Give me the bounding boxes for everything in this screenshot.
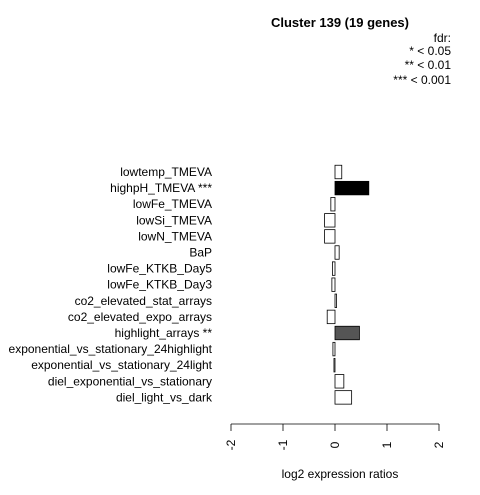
legend-entry-1: * < 0.05 xyxy=(409,44,451,58)
x-tick-label-3: 0 xyxy=(328,441,342,448)
category-labels: lowtemp_TMEVA highpH_TMEVA *** lowFe_TMEVA… xyxy=(9,165,213,404)
category-label-12: exponential_vs_stationary_24highlight xyxy=(9,342,213,356)
x-tick-label-4: 1 xyxy=(380,441,394,448)
x-tick-label-2: -1 xyxy=(276,439,290,450)
legend-entry-3: *** < 0.001 xyxy=(393,73,451,87)
chart-title: Cluster 139 (19 genes) xyxy=(271,15,409,30)
category-label-13: exponential_vs_stationary_24light xyxy=(31,358,212,372)
category-label-2: highpH_TMEVA *** xyxy=(110,181,212,195)
bar-15 xyxy=(334,390,353,405)
bar-14 xyxy=(334,374,345,389)
category-label-9: co2_elevated_stat_arrays xyxy=(75,294,212,308)
category-label-7: lowFe_KTKB_Day5 xyxy=(107,262,212,276)
bar-5 xyxy=(324,229,336,244)
category-label-10: co2_elevated_expo_arrays xyxy=(68,310,212,324)
legend-entry-2: ** < 0.01 xyxy=(405,58,452,72)
category-label-5: lowN_TMEVA xyxy=(138,229,212,243)
bar-6 xyxy=(334,245,340,260)
x-tick-label-5: 2 xyxy=(432,441,446,448)
category-label-15: diel_light_vs_dark xyxy=(116,390,213,404)
bar-10 xyxy=(326,309,336,325)
x-axis-label: log2 expression ratios xyxy=(282,467,399,481)
bar-7 xyxy=(331,261,336,276)
bar-9 xyxy=(334,293,337,308)
bar-12 xyxy=(332,341,336,357)
bar-1 xyxy=(334,164,343,180)
x-tick-label-1: -2 xyxy=(224,439,238,450)
category-label-6: BaP xyxy=(189,246,212,260)
category-label-1: lowtemp_TMEVA xyxy=(120,165,212,179)
bars-group xyxy=(324,164,370,405)
bar-11 xyxy=(334,325,360,341)
legend-title: fdr: xyxy=(434,31,451,45)
category-label-11: highlight_arrays ** xyxy=(115,326,213,340)
bar-8 xyxy=(331,277,336,292)
bar-13 xyxy=(333,358,336,373)
bar-4 xyxy=(324,213,336,228)
bar-3 xyxy=(330,197,336,212)
x-axis: -2 -1 0 1 2 xyxy=(224,423,446,450)
category-label-4: lowSi_TMEVA xyxy=(136,213,212,227)
category-label-8: lowFe_KTKB_Day3 xyxy=(107,278,212,292)
bar-2 xyxy=(334,180,370,196)
category-label-14: diel_exponential_vs_stationary xyxy=(48,374,212,388)
category-label-3: lowFe_TMEVA xyxy=(133,197,212,211)
